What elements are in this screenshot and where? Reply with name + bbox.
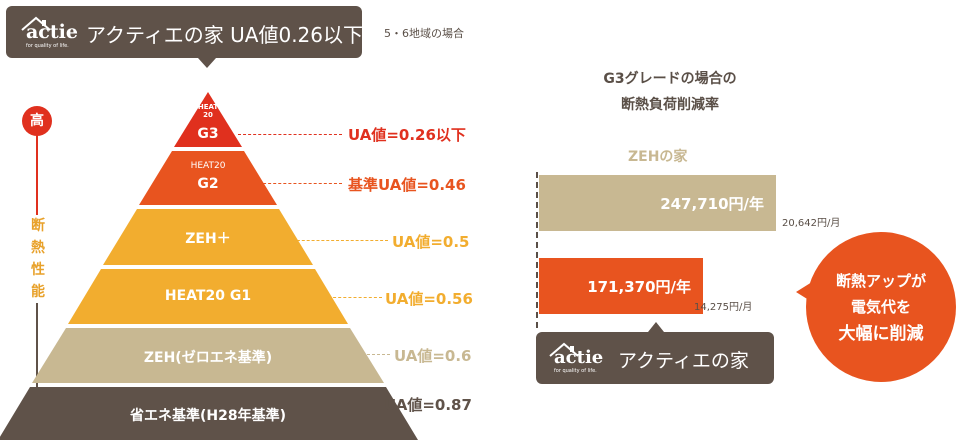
actie-pointer: [648, 322, 664, 332]
tier-g3-heat: HEAT: [197, 103, 219, 111]
ua-zeh-plus: UA値=0.5: [392, 233, 470, 251]
house-logo-icon: [16, 14, 76, 50]
tier-zeh-shape: [32, 328, 384, 383]
savings-badge: 断熱アップが 電気代を 大幅に削減: [806, 232, 956, 382]
ua-base: UA値=0.87: [384, 396, 472, 414]
axis-label-char: 熱: [31, 240, 45, 256]
zeh-house-label: ZEHの家: [628, 149, 688, 165]
tier-g3-20: 20: [203, 111, 213, 119]
tier-g3-shape: [174, 92, 242, 147]
logo-tagline: for quality of life.: [554, 368, 597, 374]
tier-zeh-plus-shape: [103, 209, 313, 265]
axis-label-char: 断: [31, 218, 45, 234]
region-note: 5・6地域の場合: [384, 27, 464, 40]
leader-zeh: [362, 354, 390, 355]
bar-actie-value: 171,370円/年: [587, 278, 691, 296]
tier-g3-label: G3: [197, 126, 219, 142]
bar-zeh: 247,710円/年: [539, 175, 776, 231]
house-logo-icon: [544, 340, 604, 376]
leader-g1: [328, 297, 382, 298]
ua-g3: UA値=0.26以下: [348, 126, 466, 144]
comparison-title-line2: 断熱負荷削減率: [621, 97, 719, 113]
logo-tagline: for quality of life.: [26, 43, 69, 49]
ua-zeh: UA値=0.6: [394, 347, 472, 365]
header-title: アクティエの家 UA値0.26以下: [86, 23, 364, 47]
leader-zeh-plus: [292, 240, 388, 241]
header-pointer: [198, 58, 216, 68]
comparison-title-line1: G3グレードの場合の: [603, 71, 737, 87]
comparison-title: G3グレードの場合の 断熱負荷削減率: [560, 66, 780, 118]
badge-line1: 断熱アップが: [835, 272, 926, 290]
tier-g2-shape: [139, 151, 277, 205]
bar-zeh-value: 247,710円/年: [660, 195, 764, 213]
header-banner: actie for quality of life. アクティエの家 UA値0.…: [6, 6, 364, 58]
axis-label-char: 能: [31, 284, 45, 300]
tier-g1-shape: [68, 269, 348, 324]
bar-actie: 171,370円/年: [539, 258, 703, 314]
axis-label: 断 熱 性 能: [26, 215, 50, 303]
ua-g1: UA値=0.56: [385, 290, 473, 308]
bar-actie-monthly: 14,275円/月: [694, 302, 753, 313]
leader-g3: [238, 134, 342, 135]
tier-base-shape: [0, 387, 418, 440]
ua-g2: 基準UA値=0.46: [348, 176, 466, 194]
high-marker: 高: [22, 106, 52, 136]
tier-g3-label-small: HEAT 20: [188, 103, 228, 119]
tier-zeh-plus-label: ZEH＋: [185, 231, 231, 247]
logo-text: actie: [26, 21, 78, 43]
tier-g2-label: G2: [197, 176, 219, 192]
axis-label-char: 性: [31, 262, 45, 278]
tier-base-label: 省エネ基準(H28年基準): [130, 408, 286, 424]
axis-line-lower: [36, 300, 38, 400]
badge-line2: 電気代を: [850, 298, 911, 316]
actie-label-text: アクティエの家: [618, 350, 749, 372]
tier-g2-label-small: HEAT20: [190, 161, 226, 171]
tier-g1-label: HEAT20 G1: [164, 288, 252, 304]
actie-label-box: actie for quality of life. アクティエの家: [536, 332, 774, 384]
tier-zeh-label: ZEH(ゼロエネ基準): [143, 350, 273, 366]
badge-line3: 大幅に削減: [838, 324, 924, 344]
leader-g2: [258, 183, 342, 184]
bar-zeh-monthly: 20,642円/月: [782, 218, 841, 229]
bar-baseline: [536, 172, 538, 328]
logo-text: actie: [554, 347, 604, 368]
